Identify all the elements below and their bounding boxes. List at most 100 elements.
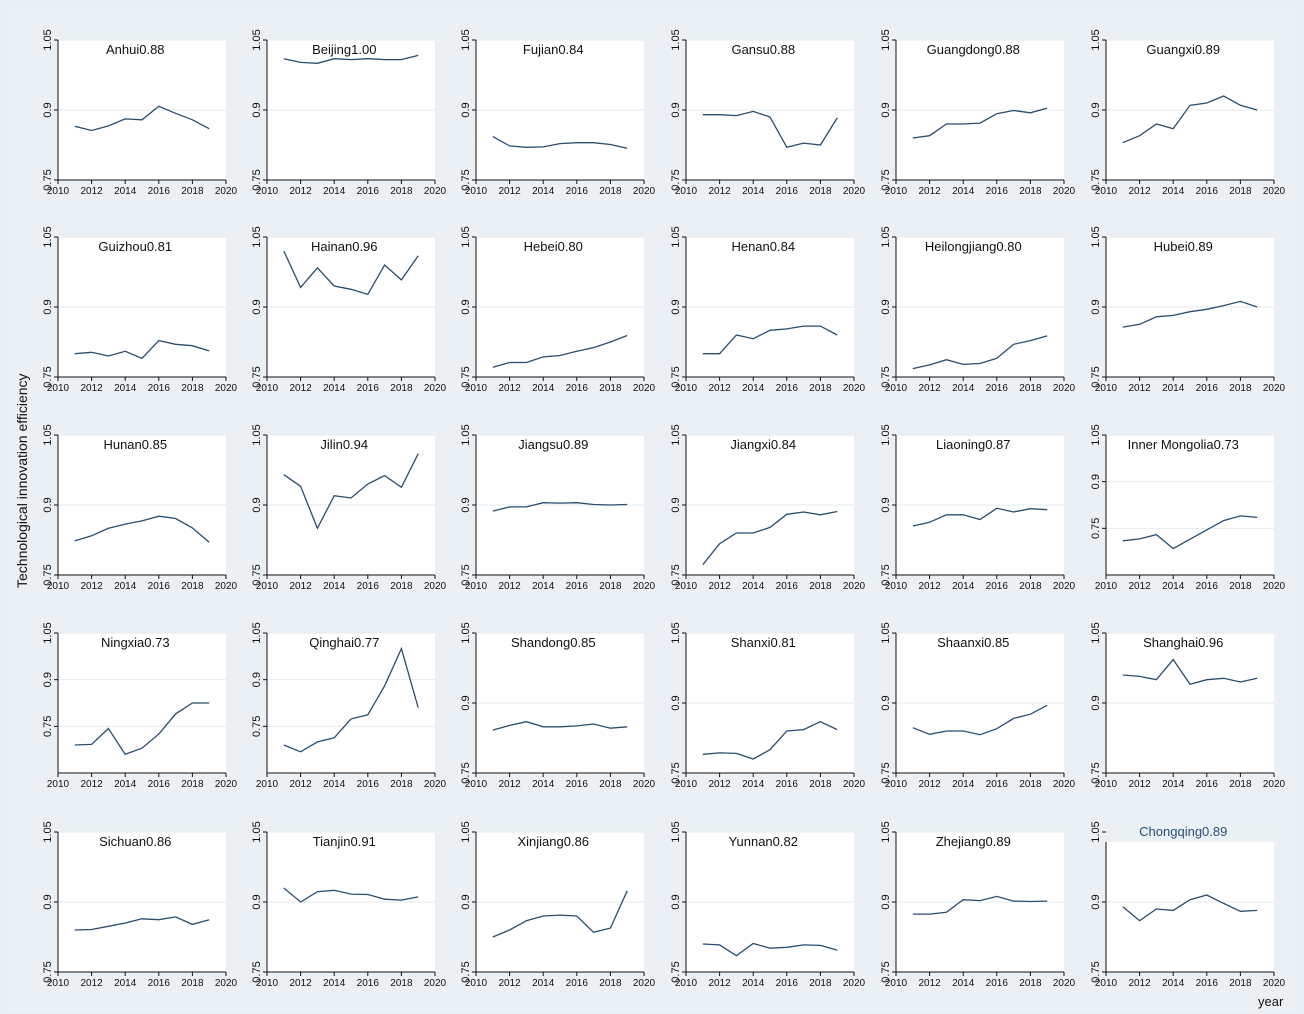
y-tick-label: 0.75	[251, 564, 263, 585]
panel: 0.75 0.9 1.05 2010 2012 2014 2016 2018 2020 Shaan…	[880, 622, 1076, 790]
series-line	[1122, 894, 1258, 922]
x-tick-label: 2018	[181, 383, 204, 394]
x-tick-label: 2016	[566, 978, 589, 989]
x-tick-label: 2020	[1053, 186, 1076, 197]
y-tick-label: 0.9	[42, 672, 54, 687]
panel-title: Qinghai0.77	[309, 635, 379, 650]
x-tick-label: 2014	[1162, 978, 1185, 989]
y-tick-label: 1.05	[460, 29, 472, 50]
y-tick-label: 0.75	[880, 961, 892, 982]
y-tick-label: 0.9	[251, 299, 263, 314]
series-line	[702, 510, 838, 566]
x-tick-label: 2014	[323, 581, 346, 592]
x-tick-label: 2018	[809, 186, 832, 197]
panel: 0.75 0.9 1.05 2010 2012 2014 2016 2018 2020 Inner…	[1090, 424, 1286, 592]
x-tick-label: 2012	[80, 383, 103, 394]
y-tick-label: 1.05	[251, 226, 263, 247]
y-tick-label: 0.75	[460, 169, 472, 190]
series-line	[74, 702, 210, 756]
x-tick-label: 2010	[256, 383, 279, 394]
x-tick-label: 2018	[390, 383, 413, 394]
x-axis-label: year	[1258, 994, 1284, 1009]
panel: 0.75 0.9 1.05 2010 2012 2014 2016 2018 2020 Hunan…	[42, 424, 238, 592]
series-line	[702, 110, 838, 149]
x-tick-label: 2014	[742, 383, 765, 394]
x-tick-label: 2010	[465, 779, 488, 790]
x-tick-label: 2010	[465, 581, 488, 592]
x-tick-label: 2014	[114, 383, 137, 394]
panel-title: Shanghai0.96	[1143, 635, 1223, 650]
panel-title: Guangxi0.89	[1146, 42, 1220, 57]
y-tick-label: 1.05	[460, 424, 472, 445]
y-tick-label: 0.75	[1090, 518, 1102, 539]
series-line	[492, 502, 628, 512]
y-tick-label: 0.9	[42, 102, 54, 117]
y-tick-label: 1.05	[460, 226, 472, 247]
y-tick-label: 0.75	[42, 169, 54, 190]
panel-title: Tianjin0.91	[313, 834, 376, 849]
y-tick-label: 0.9	[1090, 474, 1102, 489]
panel-title: Shanxi0.81	[731, 635, 796, 650]
x-tick-label: 2014	[742, 978, 765, 989]
x-tick-label: 2020	[843, 383, 866, 394]
y-tick-label: 0.75	[880, 169, 892, 190]
panel: 0.75 0.9 1.05 2010 2012 2014 2016 2018 2020 Jiang…	[670, 424, 866, 592]
x-tick-label: 2010	[47, 779, 70, 790]
y-axis-label: Technological innovation efficiency	[14, 373, 30, 588]
x-tick-label: 2010	[675, 978, 698, 989]
y-tick-label: 0.9	[42, 894, 54, 909]
x-tick-label: 2016	[148, 581, 171, 592]
x-tick-label: 2012	[498, 581, 521, 592]
panel-title: Hunan0.85	[103, 437, 167, 452]
x-tick-label: 2020	[1263, 383, 1286, 394]
x-tick-label: 2010	[1095, 581, 1118, 592]
x-tick-label: 2020	[215, 978, 238, 989]
x-tick-label: 2020	[1053, 383, 1076, 394]
x-tick-label: 2010	[675, 779, 698, 790]
x-tick-label: 2018	[809, 383, 832, 394]
panel: 0.75 0.9 1.05 2010 2012 2014 2016 2018 2020 Haina…	[251, 226, 447, 394]
y-tick-label: 0.9	[251, 894, 263, 909]
series-line	[74, 105, 210, 132]
series-line	[912, 335, 1048, 370]
series-line	[492, 890, 628, 938]
x-tick-label: 2020	[633, 383, 656, 394]
x-tick-label: 2018	[181, 779, 204, 790]
x-tick-label: 2014	[952, 978, 975, 989]
x-tick-label: 2016	[357, 581, 380, 592]
x-tick-label: 2020	[633, 186, 656, 197]
y-tick-label: 1.05	[670, 29, 682, 50]
x-tick-label: 2010	[885, 779, 908, 790]
series-line	[912, 507, 1048, 527]
panel: 0.75 0.9 1.05 2010 2012 2014 2016 2018 2020 Shang…	[1090, 622, 1286, 790]
y-tick-label: 0.9	[1090, 695, 1102, 710]
panel-title: Henan0.84	[731, 239, 795, 254]
x-tick-label: 2012	[80, 186, 103, 197]
panel: 0.75 0.9 1.05 2010 2012 2014 2016 2018 2020 Chong…	[1090, 821, 1286, 989]
x-tick-label: 2020	[215, 186, 238, 197]
x-tick-label: 2016	[566, 581, 589, 592]
series-line	[1122, 658, 1258, 686]
x-tick-label: 2016	[566, 186, 589, 197]
y-tick-label: 1.05	[880, 424, 892, 445]
x-tick-label: 2012	[1128, 779, 1151, 790]
y-tick-label: 0.9	[670, 894, 682, 909]
y-tick-label: 0.9	[42, 299, 54, 314]
x-tick-label: 2014	[323, 779, 346, 790]
x-tick-label: 2016	[1196, 186, 1219, 197]
panel: 0.75 0.9 1.05 2010 2012 2014 2016 2018 2020 Gansu…	[670, 29, 866, 197]
x-tick-label: 2014	[952, 383, 975, 394]
x-tick-label: 2012	[1128, 581, 1151, 592]
series-line	[492, 721, 628, 731]
x-tick-label: 2016	[357, 779, 380, 790]
x-tick-label: 2018	[390, 186, 413, 197]
panel-title: Fujian0.84	[523, 42, 584, 57]
y-tick-label: 1.05	[251, 29, 263, 50]
panel-title: Xinjiang0.86	[517, 834, 589, 849]
x-tick-label: 2014	[114, 978, 137, 989]
y-tick-label: 0.75	[670, 762, 682, 783]
x-tick-label: 2012	[289, 581, 312, 592]
x-tick-label: 2016	[148, 383, 171, 394]
y-tick-label: 1.05	[880, 226, 892, 247]
x-tick-label: 2014	[742, 581, 765, 592]
